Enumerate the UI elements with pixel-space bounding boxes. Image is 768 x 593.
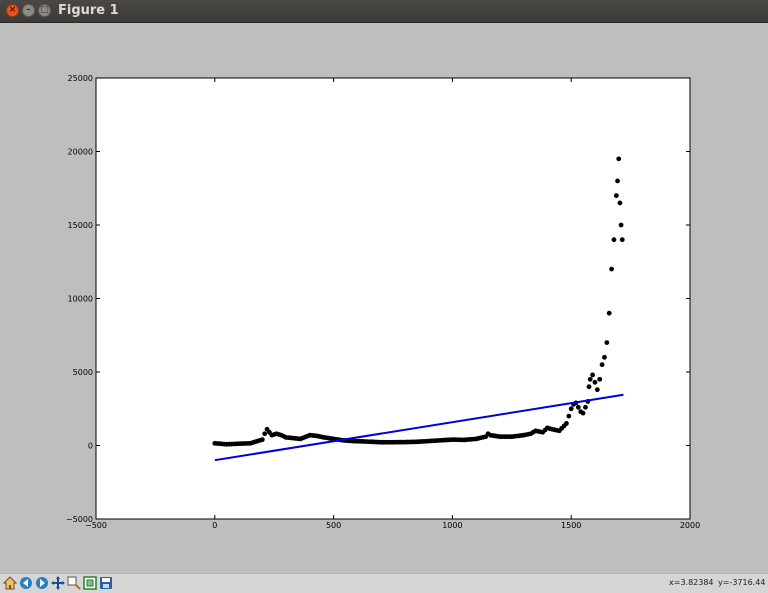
minimize-window-button[interactable]: – [22, 4, 35, 17]
scatter-point [599, 362, 605, 368]
y-tick-label: 5000 [73, 368, 93, 377]
regression-line [214, 393, 624, 462]
scatter-point [602, 354, 607, 360]
scatter-point [592, 379, 598, 385]
y-tick-label: 20000 [68, 148, 93, 157]
forward-icon[interactable] [34, 575, 50, 591]
x-tick-label: −500 [85, 521, 107, 530]
back-icon[interactable] [18, 575, 34, 591]
scatter-point [575, 404, 581, 410]
window-title: Figure 1 [58, 3, 119, 18]
y-tick-label: −5000 [66, 515, 93, 524]
y-tick-label: 0 [88, 442, 93, 451]
scatter-point [616, 156, 622, 162]
scatter-point [580, 410, 586, 416]
figure-canvas[interactable]: −500 0 500 1000 1500 2000−5000050001000015000… [0, 23, 768, 573]
cursor-x-readout: x=3.82384 [669, 578, 714, 587]
scatter-point [566, 413, 572, 419]
x-tick-label: 2000 [680, 521, 700, 530]
x-tick-label: 500 [326, 521, 341, 530]
scatter-point [606, 310, 612, 316]
scatter-point [597, 376, 603, 382]
scatter-point [568, 406, 574, 412]
scatter-point [594, 387, 600, 393]
window-titlebar: × – □ Figure 1 [0, 0, 768, 23]
scatter-point [609, 266, 614, 272]
scatter-point [611, 237, 617, 243]
scatter-point [262, 431, 268, 437]
scatter-point [604, 340, 610, 345]
home-icon[interactable] [2, 575, 18, 591]
scatter-point [583, 404, 588, 410]
y-tick-label: 25000 [68, 74, 93, 83]
maximize-window-button[interactable]: □ [38, 4, 51, 17]
scatter-point [618, 222, 624, 228]
x-tick-label: 1500 [561, 521, 581, 530]
scatter-point [615, 178, 620, 184]
scatter-point [590, 372, 595, 378]
scatter-point [259, 437, 265, 443]
zoom-icon[interactable] [66, 575, 82, 591]
scatter-point [586, 384, 592, 390]
x-tick-label: 0 [212, 521, 217, 530]
scatter-point [564, 421, 569, 426]
y-tick-label: 10000 [68, 295, 93, 304]
scatter-point [587, 376, 593, 382]
x-tick-label: 1000 [442, 521, 462, 530]
close-window-button[interactable]: × [6, 4, 19, 17]
axes-background [95, 77, 691, 520]
y-tick-label: 15000 [68, 221, 93, 230]
save-icon[interactable] [98, 575, 114, 591]
scatter-point [619, 237, 625, 243]
scatter-point [613, 193, 619, 199]
scatter-point [617, 200, 623, 206]
navigation-toolbar: x=3.82384 y=-3716.44 [0, 573, 768, 593]
configure-subplots-icon[interactable] [82, 575, 98, 591]
cursor-y-readout: y=-3716.44 [718, 578, 766, 587]
pan-icon[interactable] [50, 575, 66, 591]
